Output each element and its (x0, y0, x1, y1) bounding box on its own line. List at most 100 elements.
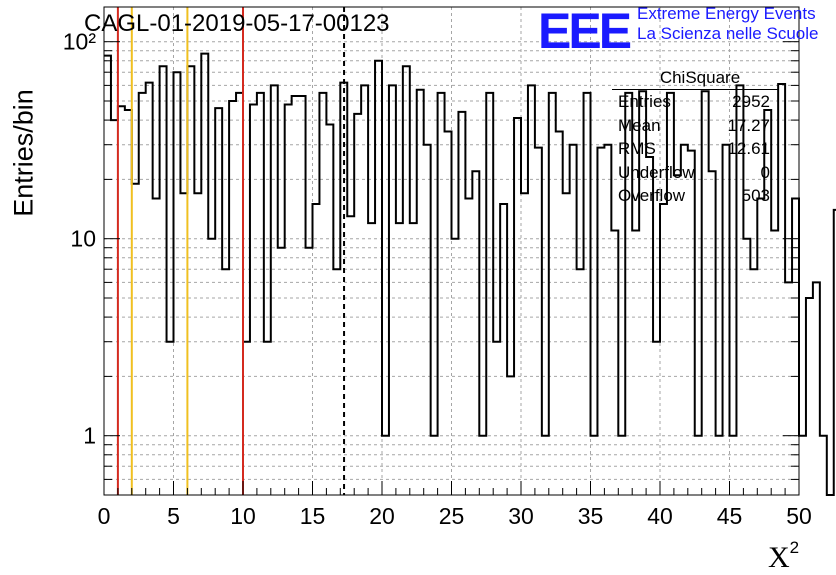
histogram-bin (785, 282, 792, 495)
x-tick-label: 30 (508, 503, 534, 529)
y-tick-label: 1 (83, 423, 96, 449)
histogram-bin (139, 93, 146, 495)
histogram-bin (319, 93, 326, 495)
histogram-bin (111, 120, 118, 495)
histogram-bin (757, 198, 764, 495)
stats-value: 0 (760, 162, 770, 182)
x-tick-label: 20 (369, 503, 395, 529)
histogram-bin (368, 223, 375, 495)
histogram-bin (271, 85, 278, 495)
histogram-bin (222, 269, 229, 495)
histogram-bin (556, 132, 563, 495)
histogram-bin (125, 110, 132, 495)
x-tick-label: 40 (647, 503, 673, 529)
histogram-bin (264, 342, 271, 495)
histogram-bin (243, 342, 250, 495)
eee-logo: EEE (538, 3, 632, 59)
stats-value: 12.61 (727, 139, 770, 158)
histogram-bin (611, 231, 618, 495)
stats-row-entries: Entries 2952 (612, 90, 778, 114)
histogram-bin (104, 56, 111, 495)
histogram-bin (549, 93, 556, 495)
stats-label: Overflow (618, 186, 686, 205)
histogram-bin (465, 198, 472, 495)
stats-label: RMS (618, 139, 656, 158)
histogram-bin (438, 93, 445, 495)
histogram-bin (236, 93, 243, 495)
histogram-bin (674, 175, 681, 495)
stats-row-rms: RMS 12.61 (612, 137, 778, 161)
stats-box: ChiSquare Entries 2952 Mean 17.27 RMS 12… (612, 67, 778, 208)
x-tick-label: 50 (786, 503, 812, 529)
histogram-bin (778, 84, 785, 495)
stats-row-underflow: Underflow 0 (612, 161, 778, 185)
histogram-bin (577, 269, 584, 495)
histogram-bin (750, 269, 757, 495)
histogram-bin (285, 104, 292, 495)
x-tick-label: 5 (167, 503, 180, 529)
histogram-bin (292, 96, 299, 495)
histogram-bin (250, 104, 257, 495)
histogram-bin (653, 342, 660, 495)
histogram-bin (396, 223, 403, 495)
histogram-bin (153, 198, 160, 495)
x-tick-label: 45 (717, 503, 743, 529)
histogram-bin (278, 248, 285, 495)
histogram-bin (333, 269, 340, 495)
stats-title: ChiSquare (612, 67, 778, 90)
histogram-bin (403, 66, 410, 495)
y-axis-label: Entries/bin (8, 89, 39, 217)
chart-title: CAGL-01-2019-05-17-00123 (84, 10, 390, 37)
x-axis-label: X2 (768, 538, 799, 575)
stats-row-mean: Mean 17.27 (612, 114, 778, 138)
histogram-bin (132, 184, 139, 495)
histogram-bin (597, 148, 604, 495)
x-tick-label: 0 (98, 503, 111, 529)
histogram-bin (375, 61, 382, 495)
logo-line-2: La Scienza nelle Scuole (637, 24, 819, 43)
histogram-bin (743, 239, 750, 495)
histogram-bin (167, 342, 174, 495)
x-tick-label: 25 (439, 503, 465, 529)
histogram-bin (410, 223, 417, 495)
histogram-bin (486, 93, 493, 495)
x-axis-label-text: X (768, 541, 790, 574)
histogram-bin (604, 145, 611, 495)
histogram-bin (389, 85, 396, 495)
histogram-bin (584, 93, 591, 495)
histogram-bin (354, 114, 361, 495)
histogram-bin (813, 282, 820, 495)
histogram-bin (424, 145, 431, 495)
stats-value: 503 (741, 186, 770, 205)
x-tick-label: 35 (578, 503, 604, 529)
histogram-bin (528, 85, 535, 495)
histogram-bin (187, 66, 194, 495)
histogram-bin (799, 436, 806, 495)
histogram-bin (472, 171, 479, 495)
histogram-bin (306, 248, 313, 495)
y-tick-label: 10 (70, 226, 96, 252)
histogram-bin (792, 198, 799, 495)
histogram-bin (452, 239, 459, 495)
histogram-bin (709, 171, 716, 495)
histogram-bin (417, 90, 424, 495)
stats-label: Mean (618, 115, 661, 135)
stats-value: 17.27 (727, 115, 770, 135)
histogram-bin (445, 132, 452, 495)
y-tick-label: 10² (63, 29, 97, 55)
histogram-bin (257, 93, 264, 495)
histogram-bin (535, 148, 542, 495)
histogram-bin (493, 342, 500, 495)
histogram-bin (514, 118, 521, 495)
x-axis-label-superscript: 2 (789, 538, 800, 557)
histogram-bin (160, 66, 167, 495)
x-tick-label: 10 (230, 503, 256, 529)
histogram-bin (632, 231, 639, 495)
stats-label: Entries (618, 92, 671, 111)
histogram-bin (458, 112, 465, 495)
stats-label: Underflow (618, 162, 695, 182)
histogram-bin (299, 96, 306, 495)
stats-value: 2952 (732, 92, 770, 111)
histogram-bin (326, 124, 333, 495)
